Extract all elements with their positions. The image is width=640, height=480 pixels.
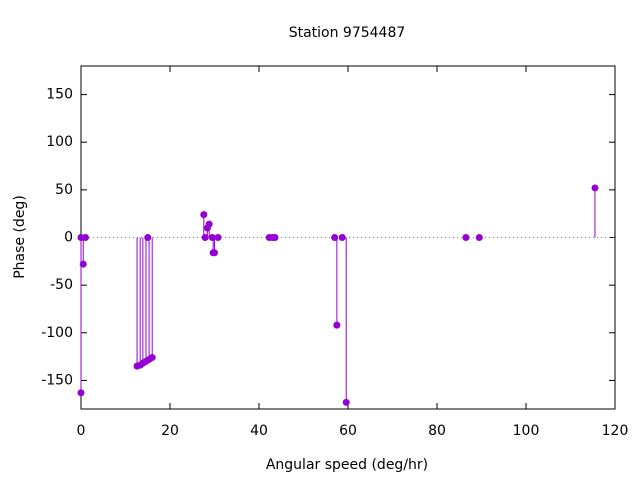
y-tick-label: -50 [50,277,73,293]
stem-point [79,260,87,268]
y-tick-label: 100 [46,134,73,150]
stem-point [144,234,152,241]
stem-point [211,249,218,257]
y-tick-label: 150 [46,87,73,103]
x-tick-label: 20 [161,423,179,439]
x-tick-label: 60 [339,423,357,439]
y-tick-label: -100 [41,325,73,341]
x-axis-label: Angular speed (deg/hr) [266,457,428,473]
chart-title: Station 9754487 [289,25,406,41]
stem-point [462,234,470,241]
stem-point [77,389,85,397]
x-tick-label: 80 [428,423,446,439]
stem-point [81,234,89,241]
stem-point [475,234,483,241]
stem-point [271,234,279,241]
stem-point [333,321,341,329]
stem-point [338,234,346,241]
y-axis-label: Phase (deg) [12,195,28,279]
x-tick-label: 40 [250,423,268,439]
stem-point [214,234,222,241]
stem-point [205,220,213,228]
x-tick-label: 0 [77,423,86,439]
stem-point [591,184,599,192]
stem-point [342,398,350,406]
y-tick-label: 0 [64,230,73,246]
x-tick-label: 100 [513,423,540,439]
stem-point [148,354,156,362]
y-tick-label: 50 [55,182,73,198]
y-tick-label: -150 [41,372,73,388]
x-tick-label: 120 [602,423,629,439]
stem-point [200,211,208,219]
